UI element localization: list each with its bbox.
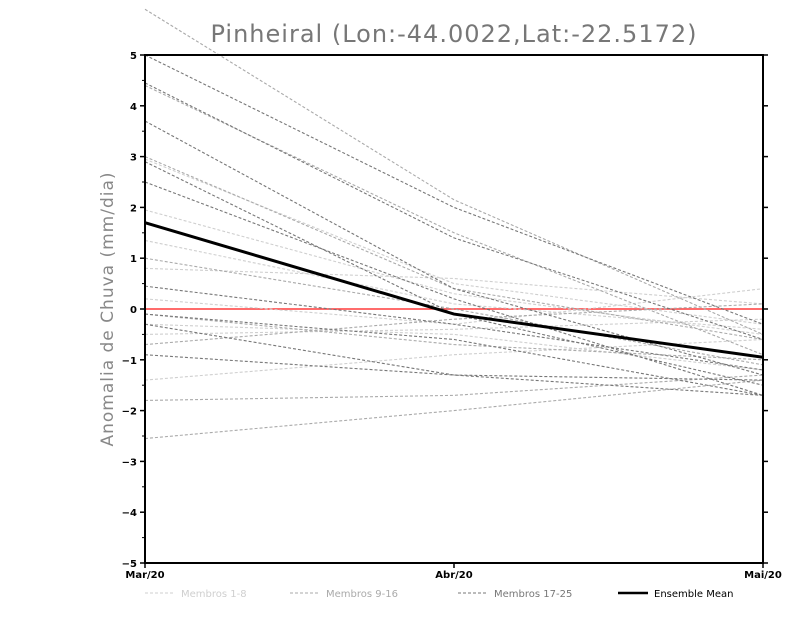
y-tick-label: −2: [122, 407, 137, 418]
chart-title: Pinheiral (Lon:-44.0022,Lat:-22.5172): [210, 20, 697, 48]
legend-item-membros-1-8: Membros 1-8: [145, 589, 247, 600]
series-line-membro-14: [144, 379, 764, 440]
y-tick-label: −5: [122, 559, 137, 570]
series-line-membro-20: [144, 181, 764, 396]
series-line-membro-9: [144, 8, 764, 335]
series-line-membro-25: [144, 313, 764, 396]
series-line-membro-2: [144, 209, 764, 335]
series-group: [144, 8, 764, 440]
y-axis-label: Anomalia de Chuva (mm/dia): [98, 171, 118, 446]
y-tick-label: 3: [130, 153, 137, 164]
y-tick-label: −1: [122, 356, 137, 367]
y-tick-label: 5: [130, 51, 137, 62]
x-tick-label: Mar/20: [125, 570, 164, 581]
y-tick-label: −3: [122, 457, 137, 468]
legend-item-membros-17-25: Membros 17-25: [458, 589, 572, 600]
x-tick-label: Abr/20: [435, 570, 472, 581]
x-tick-label: Mai/20: [744, 570, 782, 581]
series-line-membro-24: [144, 354, 764, 381]
legend: Membros 1-8 Membros 9-16 Membros 17-25 Ense…: [145, 589, 733, 600]
y-tick-label: 1: [130, 254, 137, 265]
series-line-membro-7: [144, 267, 764, 305]
series-line-membro-8: [144, 323, 764, 371]
legend-item-ensemble-mean: Ensemble Mean: [618, 589, 733, 600]
y-tick-label: 2: [130, 203, 137, 214]
series-line-membro-6: [144, 338, 764, 381]
series-line-membro-22: [144, 285, 764, 371]
series-line-membro-19: [144, 120, 764, 376]
series-line-membro-18: [144, 82, 764, 341]
y-tick-label: 4: [130, 102, 137, 113]
y-tick-label: 0: [130, 305, 137, 316]
series-line-membro-3: [144, 239, 764, 330]
legend-label: Membros 1-8: [181, 589, 247, 600]
series-line-ensemble-mean: [144, 221, 764, 359]
series-line-membro-13: [144, 374, 764, 401]
series-line-membro-16: [144, 303, 764, 346]
series-line-membro-17: [144, 54, 764, 325]
legend-label: Ensemble Mean: [654, 589, 733, 600]
series-line-membro-5: [144, 318, 764, 335]
series-line-membro-10: [144, 84, 764, 356]
series-line-membro-21: [144, 161, 764, 386]
legend-item-membros-9-16: Membros 9-16: [290, 589, 398, 600]
y-tick-label: −4: [122, 508, 137, 519]
legend-label: Membros 17-25: [494, 589, 572, 600]
legend-label: Membros 9-16: [326, 589, 398, 600]
series-line-membro-15: [144, 313, 764, 361]
